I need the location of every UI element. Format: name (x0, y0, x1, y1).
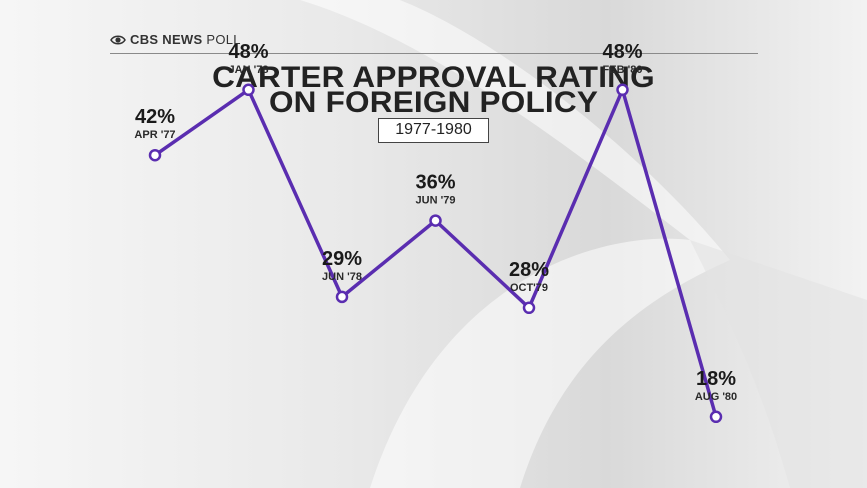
category-label: JUN '79 (416, 195, 456, 207)
category-label: OCT'79 (510, 282, 548, 294)
category-label: JUN '78 (322, 271, 362, 283)
category-label: FEB '80 (603, 64, 643, 76)
brand-light: POLL (202, 32, 241, 47)
data-point-marker (242, 83, 255, 97)
background-swoosh (300, 0, 730, 488)
category-label: APR '77 (134, 129, 175, 141)
data-value-label: 28% (509, 259, 549, 281)
date-range-badge: 1977-1980 (378, 118, 489, 143)
data-point-marker (335, 290, 349, 304)
cbs-eye-icon (110, 35, 126, 44)
header-bar: CBS NEWS POLL (110, 32, 758, 54)
data-value-label: 29% (322, 248, 362, 270)
chart-title-line-2: ON FOREIGN POLICY (268, 86, 599, 119)
data-value-label: 36% (415, 172, 455, 194)
category-label: AUG '80 (695, 391, 737, 403)
data-value-label: 48% (602, 41, 642, 63)
data-point-marker (429, 214, 442, 227)
data-point-marker (709, 410, 723, 424)
data-value-label: 18% (696, 368, 736, 390)
data-point-marker (148, 148, 162, 162)
series-line (153, 88, 718, 418)
category-label: JAN '78 (229, 64, 269, 76)
data-value-label: 48% (228, 41, 268, 63)
brand-label: CBS NEWS POLL (130, 32, 241, 47)
data-value-label: 42% (135, 106, 175, 128)
brand-strong: CBS NEWS (130, 32, 203, 47)
data-point-marker (616, 83, 629, 97)
background-shadow (690, 240, 867, 488)
chart-title-line-1: CARTER APPROVAL RATING (212, 61, 655, 94)
data-point-marker (522, 301, 536, 315)
